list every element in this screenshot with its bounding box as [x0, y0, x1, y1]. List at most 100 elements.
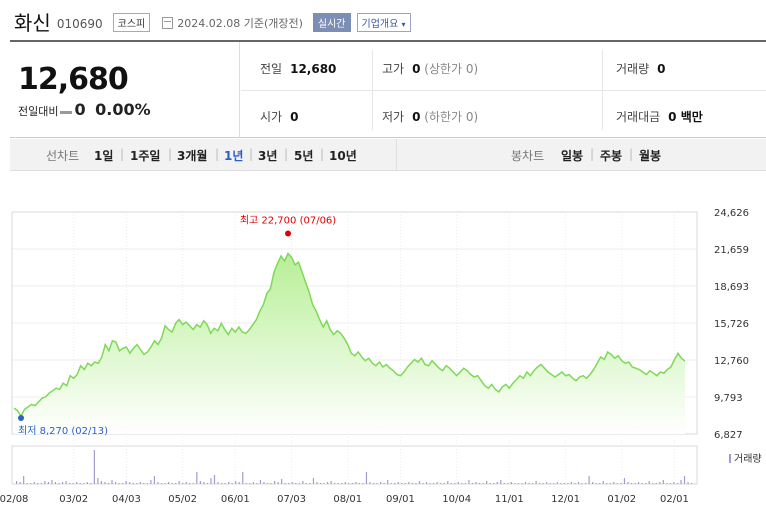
volume-bar	[326, 482, 329, 484]
divider: |	[168, 147, 173, 161]
volume-bar	[203, 482, 205, 484]
volume-bar	[309, 483, 311, 484]
volume-bar	[620, 483, 622, 484]
change-value: 0	[74, 100, 86, 119]
company-name: 화신	[14, 10, 51, 35]
realtime-button[interactable]: 실시간	[312, 13, 351, 32]
volume-bar	[641, 483, 643, 484]
volume-label: 거래량	[734, 453, 762, 465]
volume-bar	[372, 483, 375, 484]
y-tick-label: 6,827	[714, 430, 743, 441]
volume-bar	[26, 483, 28, 484]
volume-bar	[58, 483, 60, 484]
volume-bar	[546, 482, 548, 484]
volume-bar	[542, 483, 544, 484]
volume-bar	[61, 482, 64, 484]
tab-3year[interactable]: 3년	[258, 149, 278, 163]
volume-bar	[107, 483, 110, 484]
volume-bar	[150, 480, 152, 484]
volume-bar	[425, 482, 428, 484]
volume-bar	[189, 483, 191, 484]
volume-bar	[517, 483, 520, 484]
low-marker	[18, 415, 25, 422]
divider: |	[590, 147, 595, 161]
volume-bar	[475, 482, 477, 484]
volume-bar	[228, 482, 230, 484]
volume-bar	[365, 472, 368, 484]
volume-legend-swatch	[729, 454, 731, 463]
volume-bar	[16, 481, 18, 484]
volume-bar	[118, 483, 120, 484]
volume-bar	[291, 482, 293, 484]
volume-bar	[65, 481, 67, 484]
tab-5year[interactable]: 5년	[294, 149, 314, 163]
volume-bar	[125, 481, 127, 484]
high-price: 고가 0 (상한가 0)	[382, 62, 479, 76]
tab-1year[interactable]: 1년	[224, 149, 244, 163]
volume-bar	[302, 481, 304, 484]
volume-bar	[616, 483, 618, 484]
volume-bar	[606, 483, 608, 484]
x-tick-label: 02/08	[0, 494, 28, 505]
volume-bar	[461, 483, 463, 484]
volume-bar	[199, 481, 201, 484]
volume-bar	[457, 482, 459, 484]
x-tick-label: 03/02	[59, 494, 88, 505]
y-tick-label: 18,693	[714, 282, 749, 293]
candle-chart-label: 봉차트	[511, 149, 545, 163]
volume-bar	[443, 483, 445, 484]
volume-bar	[351, 483, 353, 484]
volume-bar	[263, 482, 265, 484]
volume-bar	[44, 481, 46, 484]
volume-bar	[341, 483, 343, 484]
volume-bar	[76, 482, 78, 484]
tab-weekly[interactable]: 주봉	[600, 149, 623, 163]
volume-bar	[436, 482, 438, 484]
tab-daily[interactable]: 일봉	[561, 149, 584, 163]
stock-code: 010690	[56, 17, 103, 31]
divider	[241, 90, 766, 91]
volume-bar	[493, 483, 495, 484]
tab-10year[interactable]: 10년	[329, 149, 357, 163]
volume-bar	[648, 481, 650, 484]
volume-bar	[662, 480, 664, 484]
divider: |	[629, 147, 634, 161]
tab-1week[interactable]: 1주일	[130, 149, 161, 163]
x-tick-label: 12/01	[551, 494, 580, 505]
volume-bar	[468, 480, 470, 484]
high-annotation: 최고 22,700 (07/06)	[240, 214, 336, 226]
volume-bar	[478, 483, 481, 484]
volume-bar	[602, 481, 604, 484]
volume-bar	[669, 483, 671, 484]
volume-bar	[213, 475, 216, 484]
volume-bar	[637, 482, 640, 484]
volume-bar	[539, 483, 541, 484]
volume-bar	[178, 481, 180, 484]
tab-3month[interactable]: 3개월	[177, 149, 208, 163]
x-tick-label: 06/01	[221, 494, 250, 505]
volume-bar	[153, 476, 156, 484]
volume-bar	[486, 481, 488, 484]
volume-bar	[680, 480, 682, 484]
x-tick-label: 04/03	[112, 494, 141, 505]
divider: |	[320, 147, 325, 161]
volume-bar	[524, 482, 527, 484]
volume-bar	[23, 476, 25, 484]
volume: 거래량 0	[616, 62, 666, 76]
volume-bar	[206, 483, 209, 484]
volume-bar	[408, 482, 410, 484]
tab-1day[interactable]: 1일	[94, 149, 114, 163]
high-marker	[285, 230, 292, 237]
divider	[602, 50, 603, 130]
tab-monthly[interactable]: 월봉	[639, 149, 662, 163]
volume-bar	[37, 483, 39, 484]
volume-bar	[249, 483, 251, 484]
volume-bar	[19, 482, 21, 484]
volume-bar	[376, 483, 378, 484]
company-info-dropdown[interactable]: 기업개요 ▾	[356, 13, 411, 32]
line-chart-label: 선차트	[46, 149, 80, 163]
volume-bar	[104, 482, 106, 484]
volume-bar	[298, 483, 300, 484]
volume-bar	[69, 483, 71, 484]
volume-bar	[429, 483, 431, 484]
